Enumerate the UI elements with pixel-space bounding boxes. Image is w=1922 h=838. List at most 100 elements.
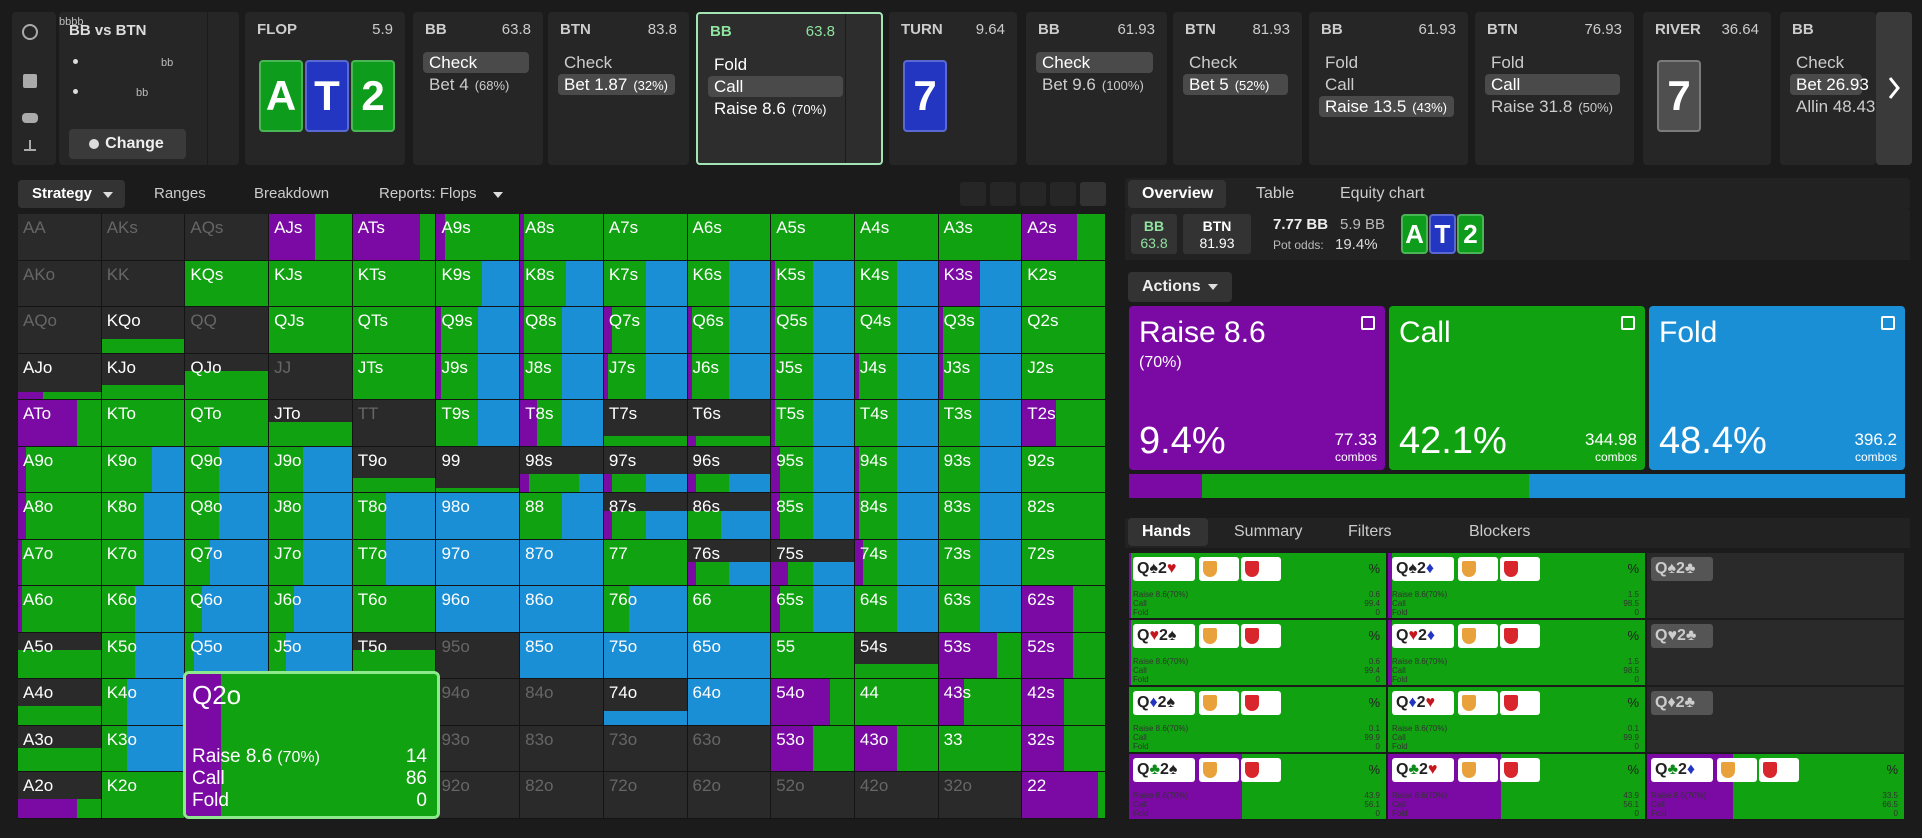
node-action[interactable]: Check [1790, 52, 1862, 73]
node-action[interactable]: Fold [1485, 52, 1620, 73]
scroll-arrow[interactable] [1876, 12, 1912, 165]
hand-cell[interactable]: 52s [1022, 632, 1106, 680]
hand-cell[interactable]: T7s [603, 400, 688, 447]
action-card[interactable]: Fold 48.4% 396.2 combos [1649, 306, 1905, 470]
tab[interactable]: Blockers [1469, 523, 1531, 540]
hand-cell[interactable]: J9s [436, 353, 521, 401]
view-toggle[interactable] [1080, 182, 1106, 206]
action-node[interactable]: BTN 81.93 Check Bet 5 (52%) [1173, 12, 1302, 165]
hand-cell[interactable]: 95s [771, 446, 855, 494]
hand-cell[interactable]: A2s [1022, 214, 1106, 261]
hand-cell[interactable]: 86o [520, 586, 604, 633]
hand-cell[interactable]: QJo [185, 353, 270, 401]
tab[interactable]: Table [1256, 185, 1295, 202]
combo-cell[interactable]: Q♣2♦% Raise 8.6(70%) 33.5 Call 66.5 Fold 0 [1647, 754, 1904, 819]
hand-cell[interactable]: T8o [352, 493, 437, 540]
hand-cell[interactable]: 54o [771, 679, 855, 726]
hand-cell[interactable]: K9o [101, 446, 186, 494]
action-node[interactable]: BB 63.8 Fold Call Raise 8.6 (70%) [696, 12, 883, 165]
tab[interactable]: Summary [1234, 523, 1303, 540]
node-action[interactable]: Check [1183, 52, 1288, 73]
hand-cell[interactable]: T6s [687, 400, 772, 447]
hand-cell[interactable]: 82o [520, 772, 604, 819]
hand-cell[interactable]: Q6o [185, 586, 270, 633]
hand-cell[interactable]: 97o [436, 539, 521, 587]
hand-cell[interactable]: Q8s [520, 307, 604, 354]
hand-cell[interactable]: 64o [687, 679, 772, 726]
hand-cell[interactable]: T5s [771, 400, 855, 447]
hand-cell[interactable]: 99 [436, 446, 521, 494]
action-node[interactable]: BB 63.8 Check Bet 4 (68%) [413, 12, 543, 165]
hand-cell[interactable]: J8s [520, 353, 604, 401]
action-node[interactable]: BB 61.93 Fold Call Raise 13.5 (43%) [1309, 12, 1468, 165]
hand-cell[interactable]: 32s [1022, 725, 1106, 773]
hand-cell[interactable]: J7s [603, 353, 688, 401]
hand-cell[interactable]: A3o [18, 725, 102, 773]
hand-cell[interactable]: KTs [352, 260, 437, 308]
hand-cell[interactable]: 63s [938, 586, 1023, 633]
hand-cell[interactable]: J5s [771, 353, 855, 401]
hand-cell[interactable]: QTs [352, 307, 437, 354]
combo-cell[interactable]: Q♦2♣ [1647, 687, 1904, 752]
hand-cell[interactable]: Q5s [771, 307, 855, 354]
hand-cell[interactable]: 75s [771, 539, 855, 587]
hand-cell[interactable]: A9o [18, 446, 102, 494]
hand-cell[interactable]: K5s [771, 260, 855, 308]
hand-cell[interactable]: 75o [603, 632, 688, 680]
hand-cell[interactable]: T8s [520, 400, 604, 447]
hand-cell[interactable]: T7o [352, 539, 437, 587]
hand-cell[interactable]: QTo [185, 400, 270, 447]
hand-cell[interactable]: A4o [18, 679, 102, 726]
node-action[interactable]: Raise 8.6 (70%) [708, 98, 843, 119]
hand-cell[interactable]: JTs [352, 353, 437, 401]
hand-cell[interactable]: Q9o [185, 446, 270, 494]
hand-cell[interactable]: 93o [436, 725, 521, 773]
hand-cell[interactable]: J9o [269, 446, 353, 494]
node-action[interactable]: Bet 1.87 (32%) [558, 74, 675, 95]
hand-cell[interactable]: 98s [520, 446, 604, 494]
view-toggle[interactable] [990, 182, 1016, 206]
hand-cell[interactable]: AKs [101, 214, 186, 261]
hand-cell[interactable]: 22 [1022, 772, 1106, 819]
hand-cell[interactable]: 77 [603, 539, 688, 587]
combo-cell[interactable]: Q♦2♠% Raise 8.6(70%) 0.1 Call 99.9 Fold 0 [1129, 687, 1386, 752]
hand-cell[interactable]: 43o [854, 725, 939, 773]
hand-cell[interactable]: T2s [1022, 400, 1106, 447]
hand-cell[interactable]: 98o [436, 493, 521, 540]
hand-cell[interactable]: 53o [771, 725, 855, 773]
hand-cell[interactable]: K4s [854, 260, 939, 308]
hand-cell[interactable]: Q6s [687, 307, 772, 354]
node-action[interactable]: Call [708, 76, 843, 97]
hand-cell[interactable]: 73o [603, 725, 688, 773]
combo-cell[interactable]: Q♠2♦% Raise 8.6(70%) 1.5 Call 98.5 Fold 0 [1388, 553, 1645, 618]
hand-cell[interactable]: 92o [436, 772, 521, 819]
hand-cell[interactable]: 43s [938, 679, 1023, 726]
hand-cell[interactable]: 32o [938, 772, 1023, 819]
hand-cell[interactable]: 87s [603, 493, 688, 540]
hand-cell[interactable]: 96o [436, 586, 521, 633]
hand-cell[interactable]: AJo [18, 353, 102, 401]
hand-cell[interactable]: 83s [938, 493, 1023, 540]
node-action[interactable]: Bet 9.6 (100%) [1036, 74, 1153, 95]
hand-cell[interactable]: QQ [185, 307, 270, 354]
hand-cell[interactable]: K2o [101, 772, 186, 819]
view-toggle[interactable] [960, 182, 986, 206]
node-action[interactable]: Check [1036, 52, 1153, 73]
hand-cell[interactable]: 65o [687, 632, 772, 680]
street-node[interactable]: RIVER 36.64 7 [1643, 12, 1771, 165]
hand-cell[interactable]: 42s [1022, 679, 1106, 726]
hand-cell[interactable]: 92s [1022, 446, 1106, 494]
hand-cell[interactable]: 66 [687, 586, 772, 633]
hand-cell[interactable]: T4s [854, 400, 939, 447]
hand-cell[interactable]: JTo [269, 400, 353, 447]
hand-cell[interactable]: 52o [771, 772, 855, 819]
hand-cell[interactable]: K2s [1022, 260, 1106, 308]
view-toggle[interactable] [1050, 182, 1076, 206]
action-card[interactable]: Raise 8.6 (70%) 9.4% 77.33 combos [1129, 306, 1385, 470]
tab[interactable]: Filters [1348, 523, 1392, 540]
hand-cell[interactable]: 86s [687, 493, 772, 540]
hand-cell[interactable]: K8o [101, 493, 186, 540]
hand-cell[interactable]: AKo [18, 260, 102, 308]
hand-cell[interactable]: T3s [938, 400, 1023, 447]
combo-cell[interactable]: Q♦2♥% Raise 8.6(70%) 0.1 Call 99.9 Fold 0 [1388, 687, 1645, 752]
